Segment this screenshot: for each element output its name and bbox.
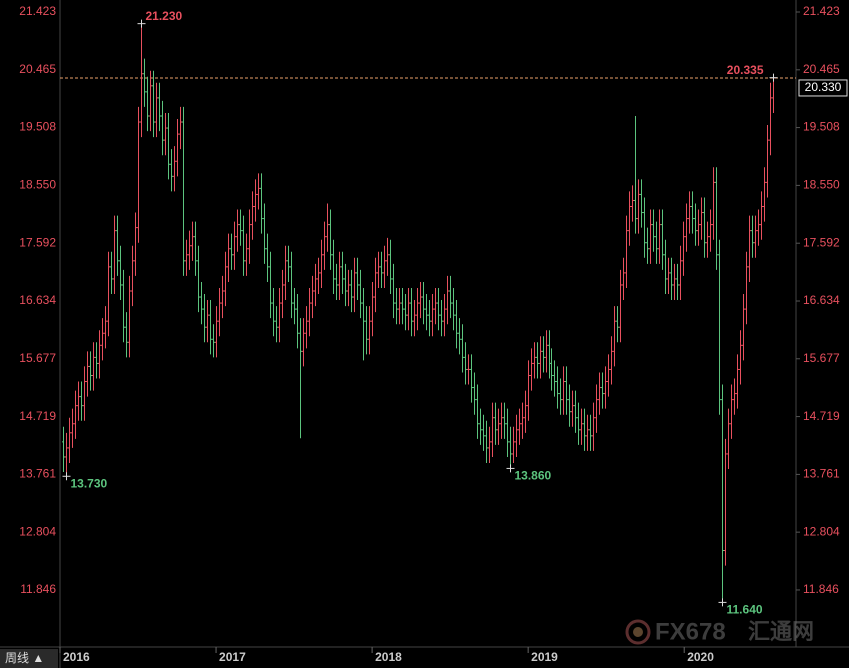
y-tick-label: 21.423 xyxy=(19,4,56,18)
y-tick-label: 16.634 xyxy=(19,293,56,307)
y2-tick-label: 21.423 xyxy=(803,4,840,18)
y2-tick-label: 18.550 xyxy=(803,178,840,192)
x-tick-label: 2016 xyxy=(63,650,90,664)
watermark-text: FX678 xyxy=(655,618,726,645)
y2-tick-label: 11.846 xyxy=(803,582,839,596)
x-tick-label: 2017 xyxy=(219,650,246,664)
y2-tick-label: 12.804 xyxy=(803,524,840,538)
y2-tick-label: 14.719 xyxy=(803,409,840,423)
last-price-label: 20.330 xyxy=(805,80,842,94)
last-price-box xyxy=(798,79,848,97)
x-tick-label: 2020 xyxy=(687,650,714,664)
annotation-label: 13.730 xyxy=(71,476,108,490)
y-tick-label: 13.761 xyxy=(19,467,56,481)
y-tick-label: 18.550 xyxy=(19,178,56,192)
watermark-logo xyxy=(625,619,651,645)
y-tick-label: 19.508 xyxy=(19,120,56,134)
annotation-label: 11.640 xyxy=(727,603,763,617)
y2-tick-label: 19.508 xyxy=(803,120,840,134)
y2-tick-label: 16.634 xyxy=(803,293,840,307)
x-tick-label: 2019 xyxy=(531,650,558,664)
y-tick-label: 11.846 xyxy=(20,582,56,596)
watermark-logo xyxy=(633,627,643,637)
annotation-label: 21.230 xyxy=(146,9,183,23)
y2-tick-label: 15.677 xyxy=(803,351,840,365)
y2-tick-label: 20.465 xyxy=(803,62,840,76)
y-tick-label: 12.804 xyxy=(19,524,56,538)
watermark: FX678 汇通网 xyxy=(625,618,814,645)
y-tick-label: 15.677 xyxy=(19,351,56,365)
period-box[interactable] xyxy=(0,649,58,668)
y2-tick-label: 17.592 xyxy=(803,235,840,249)
watermark-site: 汇通网 xyxy=(748,619,814,644)
annotation-label: 13.860 xyxy=(515,469,552,483)
y-tick-label: 20.465 xyxy=(19,62,56,76)
y2-tick-label: 13.761 xyxy=(803,467,840,481)
annotation-label: 20.335 xyxy=(727,63,764,77)
y-tick-label: 17.592 xyxy=(19,235,56,249)
y-tick-label: 14.719 xyxy=(19,409,56,423)
x-tick-label: 2018 xyxy=(375,650,402,664)
period-label[interactable]: 周线 ▲ xyxy=(5,651,44,665)
